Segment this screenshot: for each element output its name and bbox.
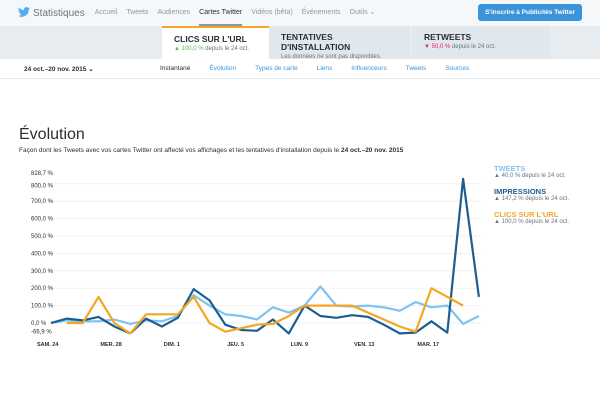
description-date: 24 oct.–20 nov. 2015 [340,147,404,154]
metric-card-title: TENTATIVES D'INSTALLATION [281,32,351,52]
metric-card[interactable]: CLICS SUR L'URL ▲ 100,0 % depuis le 24 oc… [162,26,269,59]
x-tick-label: JEU. 5 [227,342,244,348]
app-title: Statistiques [33,7,85,19]
section-description: Façon dont les Tweets avec vos cartes Tw… [19,147,403,154]
y-tick-label: 100,0 % [31,304,54,310]
nav-item[interactable]: Événements [301,9,341,16]
sub-nav: 24 oct.–20 nov. 2015 ⌄ Instantané Évoluti… [0,59,600,79]
y-tick-label: 400,0 % [31,251,54,257]
series-line-clics-sur-l-url [66,287,464,335]
nav-item[interactable]: Accueil [94,9,118,16]
y-tick-label: -66,9 % [31,330,52,336]
section-tabs: Instantané Évolution Types de carte Liens In… [160,65,488,72]
metric-card[interactable]: TENTATIVES D'INSTALLATION Les données ne … [269,26,410,60]
nav-item[interactable]: Audiences [157,9,191,16]
delta-value: ▼ 50,0 % [424,44,451,50]
nav-item[interactable]: Outils ⌄ [349,9,376,16]
tab-types-de-carte[interactable]: Types de carte [255,65,298,72]
tab-instantané[interactable]: Instantané [160,65,191,72]
tab-sources[interactable]: Sources [445,65,470,72]
y-tick-label: 0,0 % [31,321,47,327]
delta-text: depuis le 24 oct. [450,44,496,50]
x-tick-label: DIM. 1 [164,342,180,348]
metric-card-title: RETWEETS [424,32,472,42]
y-tick-label: 800,0 % [31,183,54,189]
series-line-impressions [50,177,480,335]
y-tick-label: 300,0 % [31,269,54,275]
x-tick-label: MER. 28 [100,342,121,348]
y-tick-label: 200,0 % [31,286,54,292]
legend-delta: ▲ 40,0 % depuis le 24 oct. [494,173,566,179]
top-bar: Statistiques Accueil Tweets Audiences Carte… [0,0,600,26]
series-line-tweets [50,285,480,325]
legend-delta: ▲ 147,2 % depuis le 24 oct. [494,196,569,202]
metric-card-delta: ▲ 100,0 % depuis le 24 oct. [174,46,257,52]
twitter-bird-icon [18,6,30,20]
y-tick-label: 600,0 % [31,217,54,223]
metric-card-delta: ▼ 50,0 % depuis le 24 oct. [424,44,538,50]
y-tick-label: 500,0 % [31,234,54,240]
x-tick-label: LUN. 9 [291,342,308,348]
tab-liens[interactable]: Liens [316,65,333,72]
x-tick-label: MAR. 17 [417,342,439,348]
nav-item[interactable]: Cartes Twitter [199,0,243,26]
y-tick-label: 700,0 % [31,199,54,205]
tab-influenceurs[interactable]: Influenceurs [351,65,387,72]
metric-card-delta: Les données ne sont pas disponibles. [281,54,398,60]
delta-text: Les données ne sont pas disponibles. [281,54,382,60]
nav-item[interactable]: Tweets [126,9,149,16]
delta-value: ▲ 100,0 % [174,46,204,52]
legend-delta: ▲ 100,0 % depuis le 24 oct. [494,219,569,225]
legend-name[interactable]: CLICS SUR L'URL [494,210,559,219]
main-nav: Accueil Tweets Audiences Cartes Twitter Vidé… [95,0,385,26]
x-tick-label: SAM. 24 [37,342,59,348]
legend-name[interactable]: TWEETS [494,164,526,173]
description-text: Façon dont les Tweets avec vos cartes Tw… [19,147,341,154]
signup-ads-button[interactable]: S'inscrire à Publicités Twitter [478,4,582,21]
nav-item[interactable]: Vidéos (bêta) [251,9,293,16]
date-range-picker[interactable]: 24 oct.–20 nov. 2015 ⌄ [24,65,94,73]
x-tick-label: VEN. 13 [354,342,374,348]
legend-name[interactable]: IMPRESSIONS [494,187,547,196]
y-tick-label: 828,7 % [31,171,54,177]
chart-legend: TWEETS ▲ 40,0 % depuis le 24 oct. IMPRESSI… [494,164,569,225]
logo[interactable]: Statistiques [18,6,85,20]
page-title: Évolution [19,126,85,143]
metric-cards: CLICS SUR L'URL ▲ 100,0 % depuis le 24 oc… [0,26,600,60]
metric-card-title: CLICS SUR L'URL [174,34,247,44]
delta-text: depuis le 24 oct. [203,46,249,52]
metric-card[interactable]: RETWEETS ▼ 50,0 % depuis le 24 oct. [412,26,550,59]
tab-tweets[interactable]: Tweets [405,65,427,72]
tab-évolution[interactable]: Évolution [209,65,237,72]
